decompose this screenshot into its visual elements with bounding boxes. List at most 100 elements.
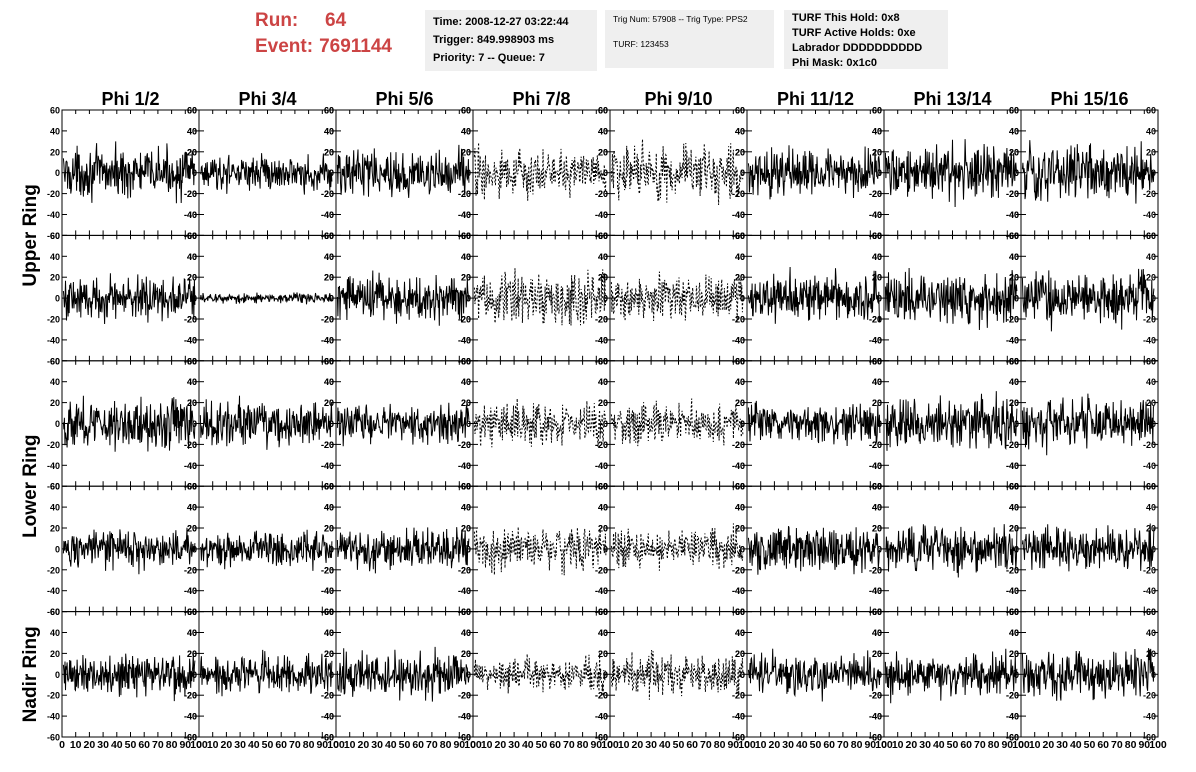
x-tick-label: 40 [796,739,808,751]
y-tick-label: -40 [184,586,197,596]
turf-line: TURF: 123453 [613,39,669,49]
y-tick-label: -20 [458,440,471,450]
y-tick-label: 20 [735,649,745,659]
y-tick-label: -60 [184,733,197,743]
y-tick-label: 20 [735,273,745,283]
column-title: Phi 5/6 [375,89,433,109]
y-tick-label: -60 [732,733,745,743]
y-tick-label: 60 [872,607,882,617]
y-tick-label: -40 [184,335,197,345]
y-tick-label: 0 [1014,168,1019,178]
y-tick-label: -20 [321,440,334,450]
y-tick-label: -20 [47,315,60,325]
y-tick-label: -40 [184,712,197,722]
y-tick-label: 60 [187,106,197,116]
y-tick-label: -40 [321,335,334,345]
waveform-trace [199,649,333,697]
y-tick-label: -40 [1006,586,1019,596]
y-tick-label: -40 [458,210,471,220]
y-tick-label: 60 [461,106,471,116]
y-tick-label: -40 [732,335,745,345]
x-tick-label: 100 [1149,739,1167,751]
y-tick-label: 40 [1146,126,1156,136]
y-tick-label: 40 [598,503,608,513]
y-tick-label: 0 [329,419,334,429]
y-tick-label: 20 [324,649,334,659]
y-tick-label: 60 [461,356,471,366]
x-tick-label: 50 [262,739,274,751]
x-tick-label: 30 [782,739,794,751]
y-tick-label: -20 [1006,189,1019,199]
y-tick-label: 20 [1146,649,1156,659]
y-tick-label: 20 [50,398,60,408]
y-tick-label: 40 [324,377,334,387]
y-tick-label: -40 [1006,210,1019,220]
waveform-trace [884,648,1018,704]
y-tick-label: -20 [1143,315,1156,325]
y-tick-label: -20 [869,440,882,450]
y-tick-label: 60 [598,231,608,241]
y-tick-label: -20 [595,440,608,450]
y-tick-label: 40 [598,377,608,387]
y-tick-label: 20 [872,649,882,659]
y-tick-label: 20 [1009,273,1019,283]
y-tick-label: 40 [1146,252,1156,262]
y-tick-label: 0 [603,168,608,178]
y-tick-label: 60 [1009,231,1019,241]
y-tick-label: 0 [329,294,334,304]
y-tick-label: 40 [735,628,745,638]
waveform-trace [336,402,470,447]
y-tick-label: 40 [187,126,197,136]
y-tick-label: -20 [321,315,334,325]
y-tick-label: -40 [458,461,471,471]
y-tick-label: 20 [50,273,60,283]
y-tick-label: -20 [184,189,197,199]
y-tick-label: -20 [869,691,882,701]
y-tick-label: 40 [187,628,197,638]
y-tick-label: 0 [192,544,197,554]
y-tick-label: 20 [187,147,197,157]
y-tick-label: 40 [598,377,608,387]
panel-frame [1020,611,1159,738]
x-tick-label: 50 [125,739,137,751]
y-tick-label: 40 [872,628,882,638]
y-tick-label: 0 [740,294,745,304]
y-tick-label: 40 [187,252,197,262]
x-tick-label: 60 [275,739,287,751]
y-tick-label: -20 [1143,440,1156,450]
y-tick-label: 60 [187,482,197,492]
y-tick-label: -20 [732,315,745,325]
y-tick-label: 60 [461,231,471,241]
y-tick-label: 20 [735,273,745,283]
y-tick-label: 20 [1009,524,1019,534]
y-tick-label: -20 [184,565,197,575]
y-tick-label: 60 [1009,356,1019,366]
x-tick-label: 0 [470,739,476,751]
x-tick-label: 10 [70,739,82,751]
y-tick-label: 0 [55,168,60,178]
y-tick-label: 0 [466,544,471,554]
y-tick-label: -60 [1006,733,1019,743]
y-tick-label: 60 [598,607,608,617]
x-tick-label: 80 [577,739,589,751]
y-tick-label: -20 [321,189,334,199]
y-tick-label: 40 [324,377,334,387]
y-tick-label: -20 [458,440,471,450]
y-tick-label: 0 [1151,168,1156,178]
waveform-trace [199,153,333,195]
y-tick-label: -20 [458,691,471,701]
x-tick-label: 50 [399,739,411,751]
y-tick-label: -60 [458,733,471,743]
x-tick-label: 10 [344,739,356,751]
y-tick-label: 0 [192,419,197,429]
x-tick-label: 20 [495,739,507,751]
waveform-trace [884,267,1018,331]
x-tick-label: 50 [1084,739,1096,751]
y-tick-label: -40 [595,586,608,596]
y-tick-label: -40 [732,712,745,722]
y-tick-label: -20 [869,565,882,575]
y-tick-label: -20 [458,315,471,325]
y-tick-label: 60 [1009,356,1019,366]
y-tick-label: 0 [1014,294,1019,304]
